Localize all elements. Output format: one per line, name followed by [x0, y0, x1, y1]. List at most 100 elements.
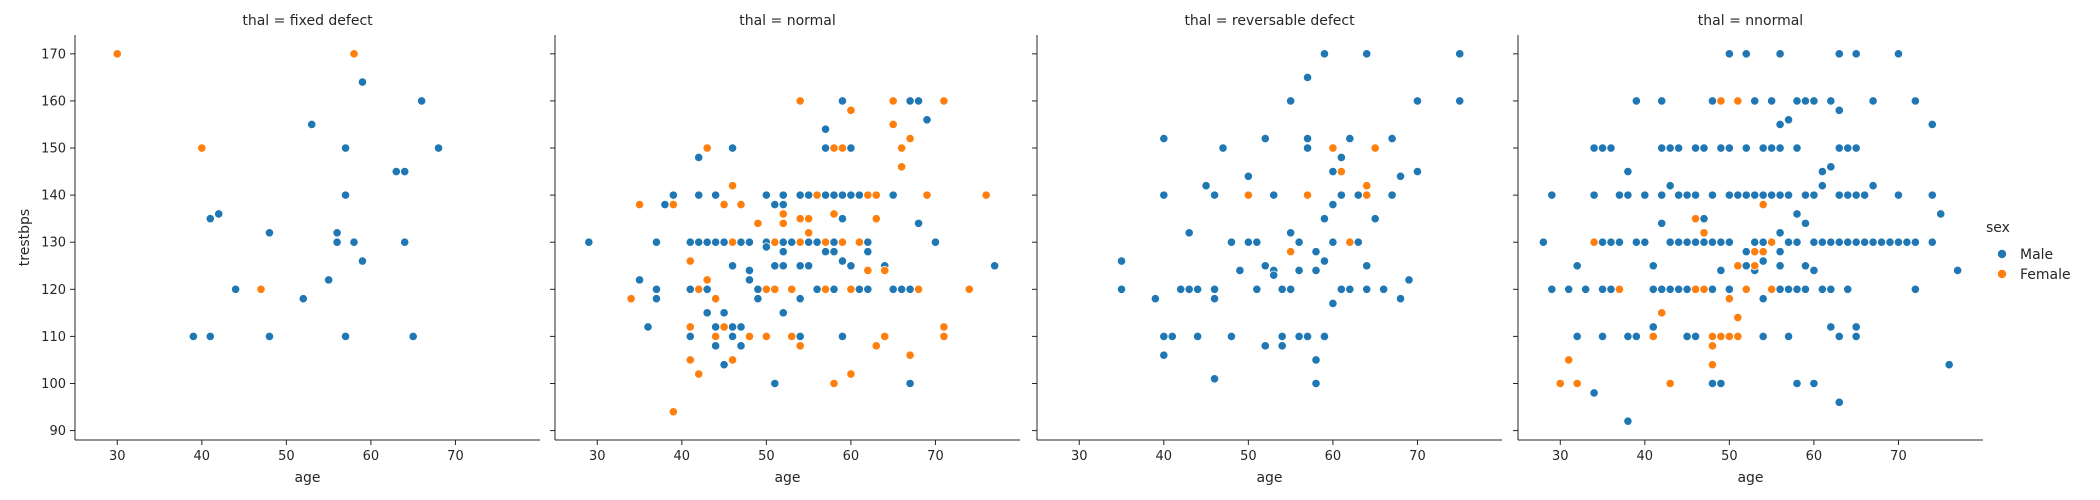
female-point — [1733, 312, 1743, 323]
male-point — [1910, 284, 1920, 294]
male-point — [1860, 190, 1870, 200]
x-tick-label: 70 — [1409, 449, 1426, 464]
male-point — [1379, 284, 1389, 294]
female-point — [905, 134, 915, 144]
male-point — [1302, 143, 1313, 153]
male-point — [1319, 49, 1330, 59]
male-point — [1286, 284, 1296, 294]
male-point — [1159, 331, 1169, 341]
female-point — [1336, 166, 1346, 177]
male-point — [1767, 190, 1777, 200]
male-point — [1581, 284, 1591, 294]
male-point — [1606, 237, 1616, 247]
female-point — [1767, 237, 1777, 247]
male-point — [332, 228, 342, 238]
female-point — [727, 181, 738, 191]
male-point — [1775, 261, 1785, 271]
male-point — [1699, 143, 1709, 153]
female-point — [846, 105, 856, 115]
facet-panel: thal = nnormal 30 40 50 60 70 age — [1513, 13, 1983, 486]
male-point — [1319, 256, 1330, 266]
male-point — [778, 190, 788, 200]
female-point — [1716, 331, 1726, 341]
male-point — [1648, 284, 1658, 294]
x-tick-label: 60 — [1806, 449, 1823, 464]
male-point — [1623, 331, 1633, 341]
male-point — [1631, 237, 1641, 247]
male-point — [1218, 143, 1228, 153]
male-point — [1834, 397, 1844, 407]
female-point — [197, 143, 207, 153]
x-axis-label: age — [1737, 470, 1763, 486]
y-tick-label: 170 — [41, 47, 66, 62]
male-point — [1741, 49, 1751, 59]
female-point — [804, 214, 814, 224]
male-point — [1707, 96, 1718, 106]
male-point — [1741, 143, 1751, 153]
male-point — [1412, 166, 1423, 177]
male-point — [719, 308, 729, 318]
female-point — [897, 162, 907, 172]
male-point — [930, 237, 941, 247]
male-point — [1716, 378, 1726, 389]
male-point — [1800, 96, 1811, 106]
male-point — [1455, 96, 1465, 106]
female-point — [829, 143, 839, 153]
female-point — [897, 143, 907, 153]
male-point — [1707, 284, 1718, 294]
male-point — [1775, 143, 1785, 153]
female-point — [812, 190, 822, 200]
female-point — [795, 96, 805, 106]
male-point — [1294, 331, 1304, 341]
x-tick-label: 30 — [1552, 449, 1569, 464]
female-point — [1699, 228, 1709, 238]
male-point — [651, 294, 662, 304]
male-point — [1674, 284, 1684, 294]
x-tick-label: 30 — [1071, 449, 1088, 464]
female-point — [837, 237, 848, 247]
female-point — [837, 143, 848, 153]
male-point — [837, 331, 848, 341]
male-point — [1623, 166, 1633, 177]
male-point — [1682, 190, 1692, 200]
male-point — [1674, 190, 1684, 200]
male-point — [1826, 162, 1836, 172]
female-point — [668, 199, 678, 210]
male-point — [1614, 190, 1625, 200]
male-point — [1809, 265, 1819, 276]
legend: sex Male Female — [1986, 220, 2071, 283]
male-point — [1176, 284, 1186, 294]
male-point — [905, 284, 915, 294]
x-tick-label: 70 — [447, 449, 464, 464]
male-point — [854, 284, 864, 294]
female-point — [694, 284, 704, 294]
male-point — [1665, 237, 1675, 247]
male-point — [1716, 143, 1726, 153]
male-point — [1775, 228, 1785, 238]
x-tick-label: 50 — [758, 449, 775, 464]
male-point — [1809, 96, 1819, 106]
x-tick-label: 70 — [927, 449, 944, 464]
male-point — [863, 237, 873, 247]
male-point — [1260, 341, 1270, 351]
male-point — [787, 237, 797, 247]
female-point — [829, 209, 839, 219]
male-point — [1809, 190, 1819, 200]
male-point — [1116, 284, 1127, 294]
male-point — [913, 96, 924, 106]
legend-marker — [1997, 268, 2008, 279]
male-point — [888, 190, 898, 200]
male-point — [1547, 190, 1557, 200]
male-point — [711, 190, 721, 200]
male-point — [417, 96, 427, 106]
male-point — [1294, 237, 1304, 247]
male-point — [1893, 190, 1904, 200]
male-point — [1243, 171, 1253, 181]
male-point — [829, 247, 839, 257]
male-point — [634, 275, 645, 285]
male-point — [1362, 284, 1372, 294]
male-point — [1699, 237, 1709, 247]
y-tick-label: 160 — [41, 94, 66, 109]
male-point — [990, 261, 1000, 271]
male-point — [1826, 284, 1836, 294]
